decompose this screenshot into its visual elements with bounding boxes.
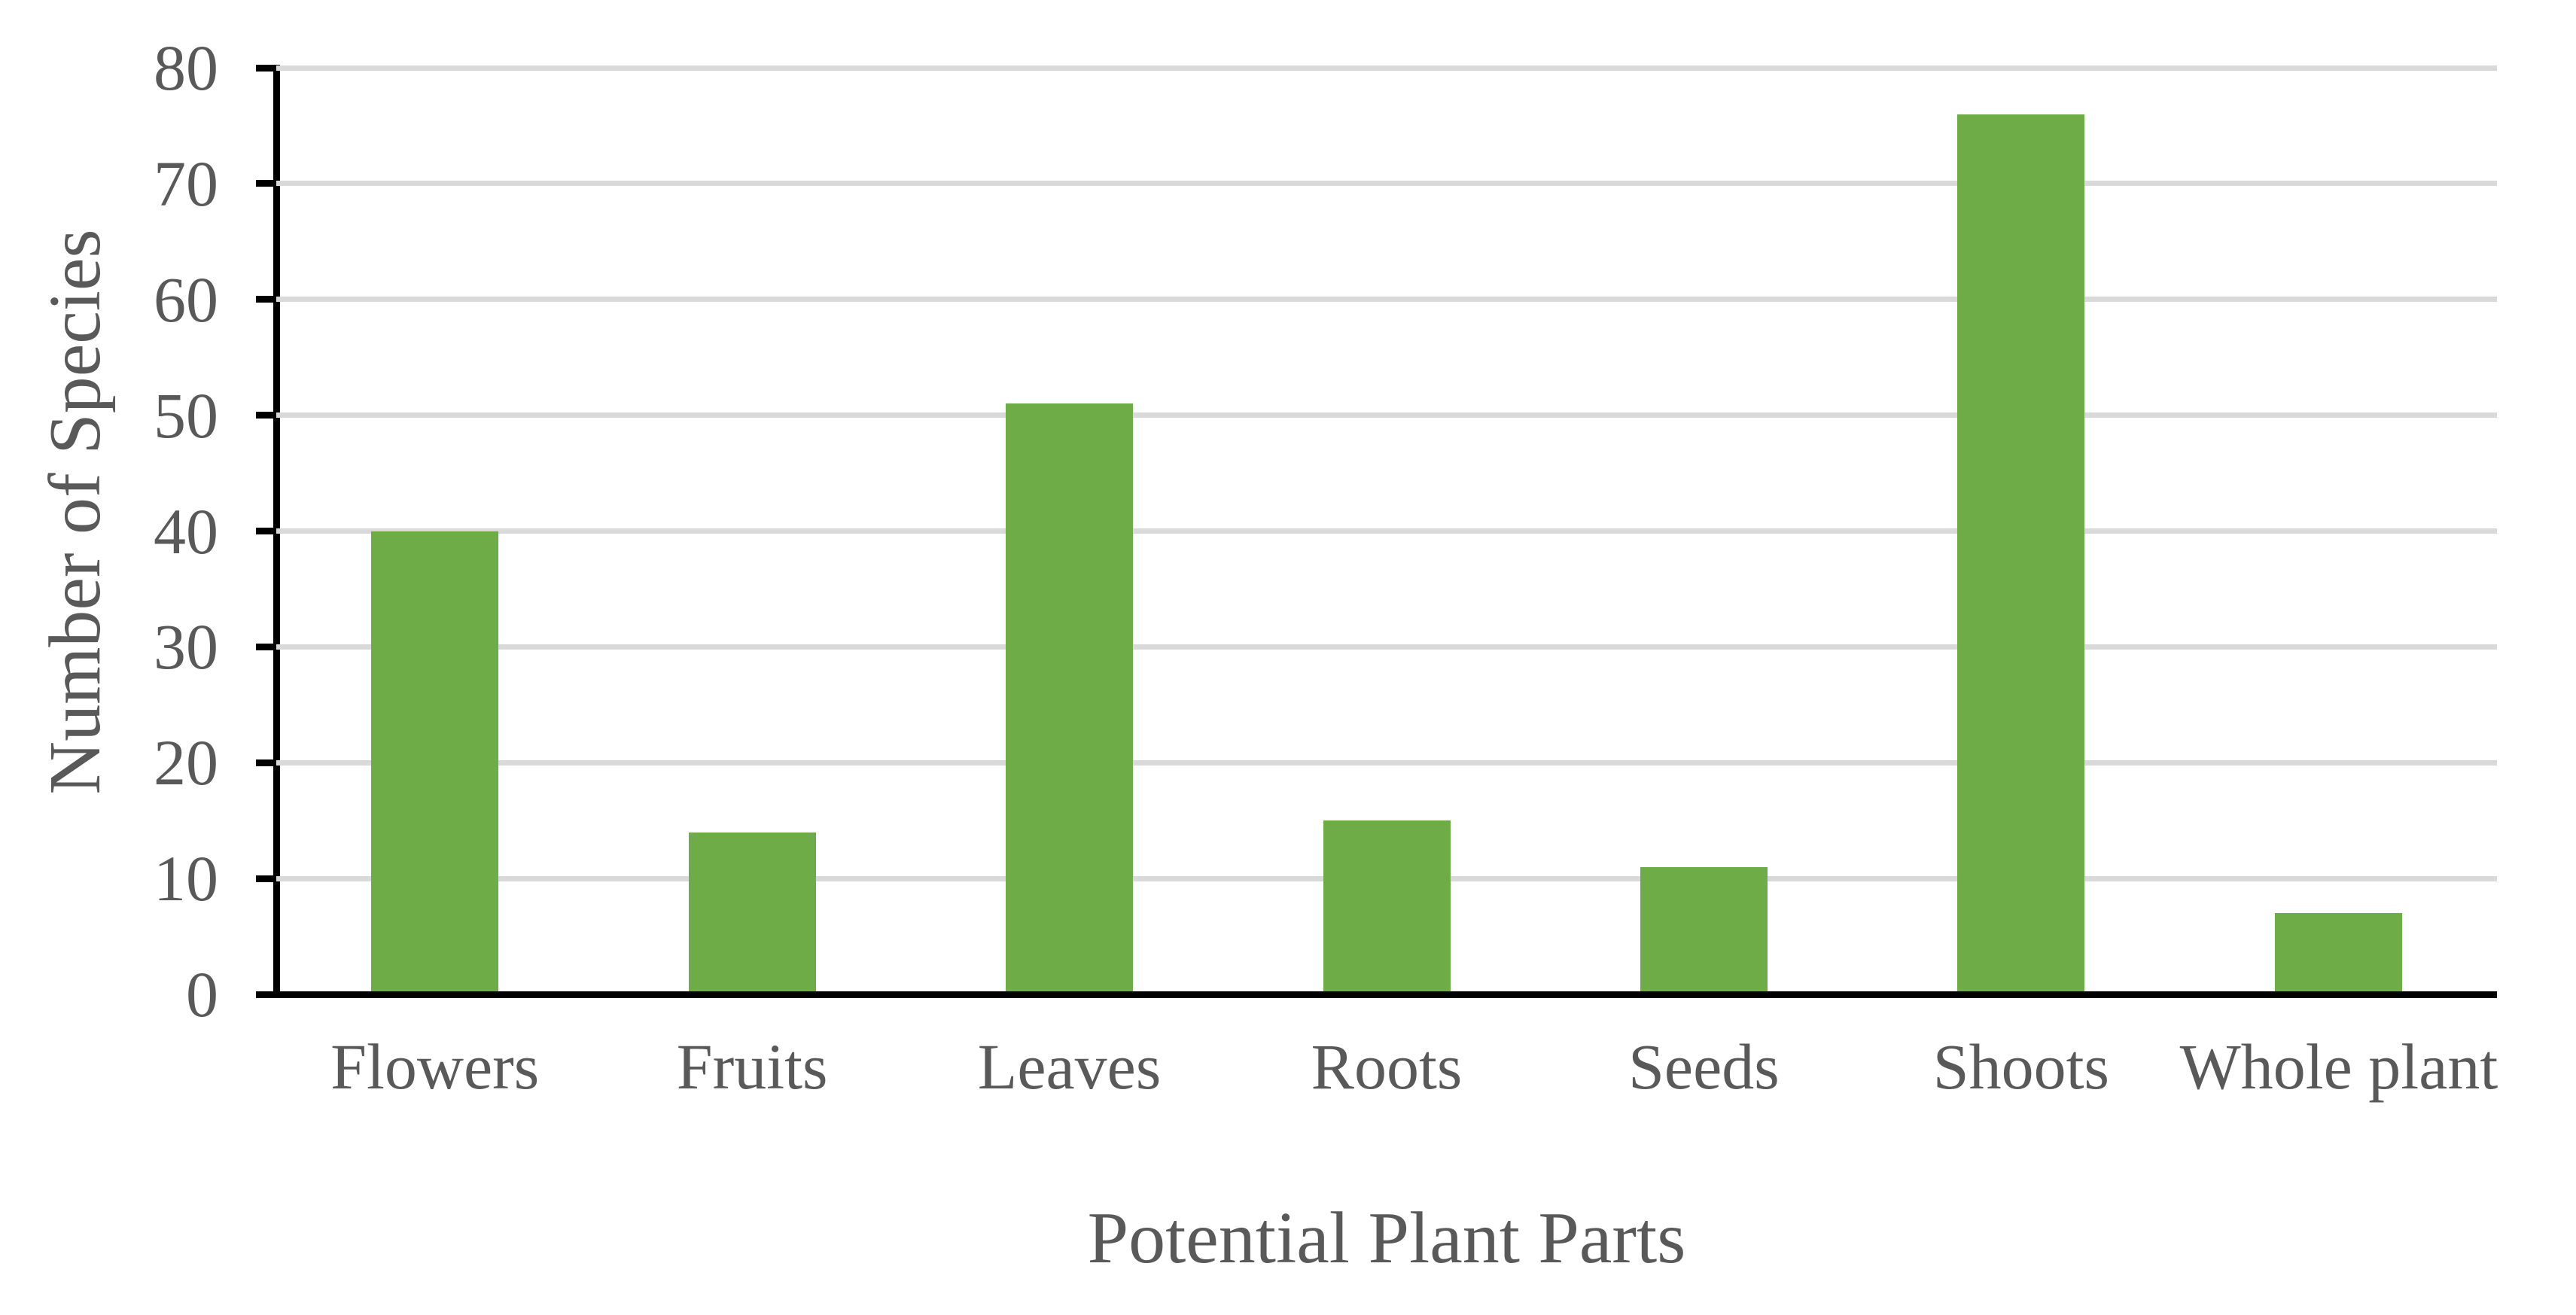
y-tick-mark-50 xyxy=(256,412,276,419)
y-axis-title: Number of Species xyxy=(35,229,116,795)
y-tick-label-40: 40 xyxy=(154,495,218,568)
x-category-label-whole-plant: Whole plant xyxy=(2179,1030,2498,1103)
bar-shoots xyxy=(1957,114,2085,994)
x-category-label-shoots: Shoots xyxy=(1932,1030,2109,1103)
y-tick-mark-70 xyxy=(256,180,276,187)
y-tick-label-30: 30 xyxy=(154,610,218,683)
x-category-label-flowers: Flowers xyxy=(330,1030,540,1103)
x-axis-line xyxy=(273,991,2497,998)
y-tick-mark-20 xyxy=(256,759,276,766)
gridline-50 xyxy=(276,412,2497,419)
x-category-label-leaves: Leaves xyxy=(977,1030,1162,1103)
x-category-label-fruits: Fruits xyxy=(676,1030,828,1103)
bar-roots xyxy=(1323,820,1451,994)
y-tick-label-60: 60 xyxy=(154,263,218,336)
y-tick-label-10: 10 xyxy=(154,842,218,915)
gridline-70 xyxy=(276,181,2497,187)
y-tick-mark-30 xyxy=(256,643,276,650)
x-category-label-seeds: Seeds xyxy=(1628,1030,1780,1103)
y-tick-mark-10 xyxy=(256,875,276,882)
y-tick-label-70: 70 xyxy=(154,147,218,220)
gridline-20 xyxy=(276,759,2497,766)
y-tick-mark-80 xyxy=(256,64,276,72)
y-tick-label-80: 80 xyxy=(154,32,218,104)
y-tick-label-50: 50 xyxy=(154,379,218,452)
y-tick-mark-60 xyxy=(256,296,276,303)
x-category-label-roots: Roots xyxy=(1311,1030,1463,1103)
bar-seeds xyxy=(1640,866,1768,994)
y-tick-mark-0 xyxy=(256,991,276,998)
gridline-30 xyxy=(276,644,2497,650)
y-tick-label-0: 0 xyxy=(186,958,218,1030)
y-tick-mark-40 xyxy=(256,528,276,534)
bar-flowers xyxy=(371,531,499,994)
x-axis-title: Potential Plant Parts xyxy=(1087,1198,1686,1279)
y-tick-label-20: 20 xyxy=(154,726,218,799)
gridline-80 xyxy=(276,65,2497,71)
bar-leaves xyxy=(1006,403,1134,994)
gridline-40 xyxy=(276,528,2497,534)
bar-fruits xyxy=(688,832,816,994)
gridline-60 xyxy=(276,297,2497,303)
bar-whole-plant xyxy=(2274,913,2402,994)
